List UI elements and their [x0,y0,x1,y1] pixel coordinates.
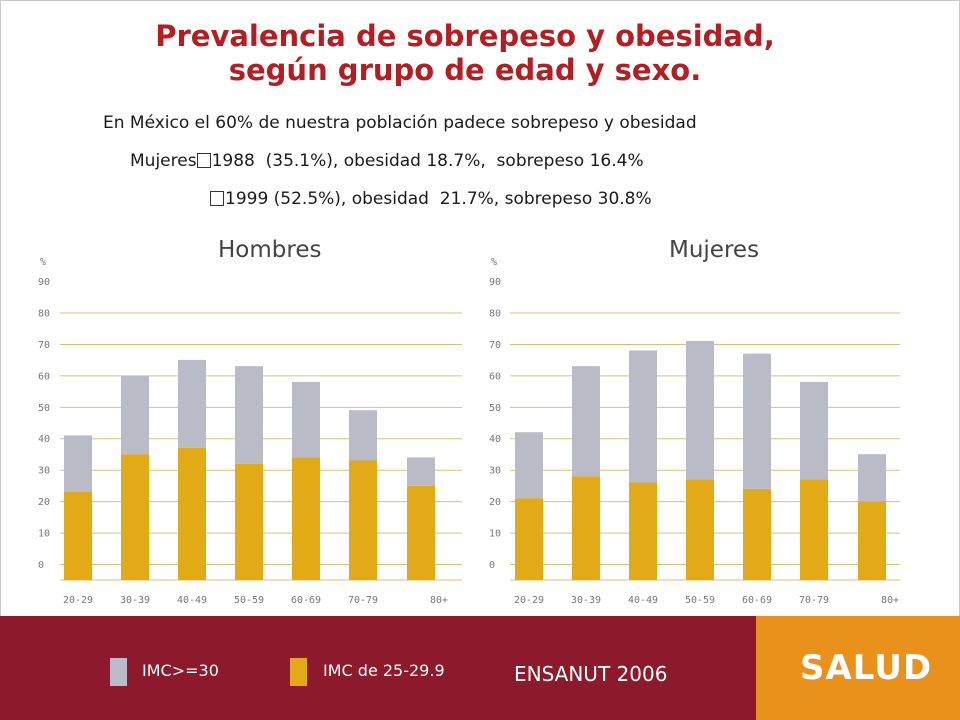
y-tick-label: 70 [38,340,50,351]
bar-overweight-60-69 [743,488,771,580]
y-tick-label: 50 [489,403,501,414]
women-1988-values: 1988 (35.1%), obesidad 18.7%, sobrepeso … [211,151,644,171]
y-tick-label: 50 [38,403,50,414]
chart-title-mujeres: Mujeres [669,237,760,263]
chart-title-hombres: Hombres [218,237,322,263]
y-tick-label: 40 [38,434,50,445]
y-tick-label: 30 [38,466,50,477]
brand-block [756,616,960,720]
bar-overweight-80+ [858,501,886,580]
y-tick-label: 40 [489,434,501,445]
women-1999-values: 1999 (52.5%), obesidad 21.7%, sobrepeso … [225,189,652,209]
bar-overweight-50-59 [235,463,263,580]
y-tick-label: 10 [489,529,501,540]
x-tick-label: 50-59 [685,595,715,606]
x-tick-label: 80+ [881,595,899,606]
brand-logo: SALUD [800,648,933,688]
x-tick-label: 80+ [430,595,448,606]
y-axis-label: % [40,257,46,268]
y-tick-label: 80 [489,308,501,319]
chart-mujeres: % 0 10 20 30 40 50 60 70 80 90 20-29 30-39 40-49 50-59… [489,257,900,606]
bar-overweight-80+ [407,485,435,580]
y-axis-label: % [491,257,497,268]
x-tick-label: 40-49 [177,595,207,606]
x-tick-label: 60-69 [291,595,321,606]
bar-obesity-40-49 [178,359,206,448]
bar-obesity-80+ [858,454,886,502]
y-tick-label: 20 [489,497,501,508]
y-tick-label: 20 [38,497,50,508]
y-tick-label: 30 [489,466,501,477]
y-tick-label: 60 [38,371,50,382]
bar-overweight-60-69 [292,457,320,580]
x-tick-label: 60-69 [742,595,772,606]
bar-overweight-40-49 [178,447,206,580]
women-1999-line: 1999 (52.5%), obesidad 21.7%, sobrepeso … [210,188,652,210]
checkbox-glyph-icon [210,191,224,206]
women-1988-line: Mujeres 1988 (35.1%), obesidad 18.7%, sob… [130,150,644,172]
bar-obesity-70-79 [349,410,377,461]
y-tick-label: 80 [38,308,50,319]
women-label: Mujeres [130,151,197,171]
bar-obesity-80+ [407,457,435,486]
bar-overweight-30-39 [572,476,600,580]
bar-overweight-20-29 [515,498,543,580]
bar-overweight-70-79 [800,479,828,580]
legend-swatch-overweight [290,658,307,686]
x-tick-label: 20-29 [514,595,544,606]
y-tick-label: 60 [489,371,501,382]
bar-obesity-70-79 [800,381,828,480]
summary-line: En México el 60% de nuestra población pa… [103,113,697,133]
legend-swatch-obesity [110,658,127,686]
bar-overweight-70-79 [349,460,377,580]
y-tick-label: 90 [38,277,50,288]
title-line-2: según grupo de edad y sexo. [228,53,702,87]
title-line-1: Prevalencia de sobrepeso y obesidad, [155,19,775,53]
chart-hombres: % 0 10 20 30 40 50 60 70 80 90 20-29 30-39 40-49 50-59… [38,257,462,606]
y-tick-label: 0 [38,560,44,571]
bar-obesity-40-49 [629,350,657,483]
source-label: ENSANUT 2006 [514,662,668,686]
x-tick-label: 70-79 [348,595,378,606]
x-tick-label: 20-29 [63,595,93,606]
bar-overweight-40-49 [629,482,657,580]
bar-overweight-20-29 [64,492,92,580]
bar-obesity-50-59 [686,341,714,480]
bar-obesity-20-29 [64,435,92,492]
legend-label-obesity: IMC>=30 [142,661,219,680]
checkbox-glyph-icon [196,153,211,168]
x-tick-label: 30-39 [120,595,150,606]
bar-overweight-50-59 [686,479,714,580]
y-tick-label: 10 [38,529,50,540]
x-tick-label: 50-59 [234,595,264,606]
bar-obesity-20-29 [515,432,543,499]
bar-overweight-30-39 [121,454,149,580]
x-tick-label: 40-49 [628,595,658,606]
y-tick-label: 90 [489,277,501,288]
legend-label-overweight: IMC de 25-29.9 [323,661,445,680]
x-tick-label: 70-79 [799,595,829,606]
y-tick-label: 70 [489,340,501,351]
x-tick-label: 30-39 [571,595,601,606]
bar-obesity-60-69 [292,381,320,458]
bar-obesity-60-69 [743,353,771,489]
bar-obesity-30-39 [572,366,600,477]
y-tick-label: 0 [489,560,495,571]
bar-obesity-50-59 [235,366,263,464]
bar-obesity-30-39 [121,375,149,455]
